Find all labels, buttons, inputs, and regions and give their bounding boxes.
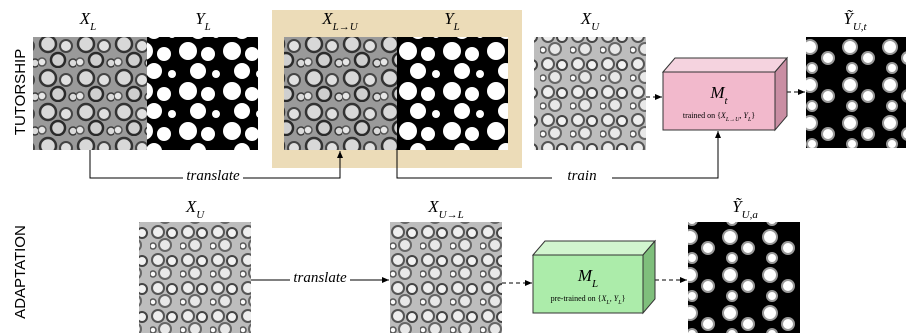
caption-part: pre-trained on { [551,294,602,303]
subscript: L [453,21,460,33]
image [534,37,646,150]
caption-part: } [751,111,755,120]
subscript: L→U [332,21,359,33]
image-label: ỸU,t [843,9,867,33]
image-label: XL [79,9,97,33]
symbol: X [580,9,592,28]
image [147,37,258,150]
symbol: X [79,9,91,28]
subscript: U,t [853,21,868,33]
subscript: U,a [742,209,759,221]
image [390,222,502,333]
symbol: X [185,197,197,216]
subscript: L [591,278,598,290]
image-label: ỸU,a [732,197,758,221]
caption-sub: L→U [725,117,740,123]
box-top [663,58,787,72]
subscript: U [196,209,205,221]
subscript: U [591,21,600,33]
symbol: X [427,197,439,216]
row-label: TUTORSHIP [12,49,29,135]
subscript: L [89,21,96,33]
image-label: YL [195,9,211,33]
image [806,37,906,148]
image [397,37,508,150]
image [688,222,800,333]
box-top [533,241,655,255]
figure: TUTORSHIPADAPTATIONXLYLXL→UYLXUỸU,tMttra… [0,0,907,335]
image [284,37,397,150]
image [33,37,147,150]
symbol: M [709,83,725,102]
subscript: L [204,21,211,33]
image-label: XU [185,197,205,221]
subscript: U→L [439,209,464,221]
image [139,222,251,333]
image-label: XU→L [427,197,463,221]
arrow-label: translate [293,270,347,286]
arrow-label: translate [186,168,240,184]
symbol: M [577,266,593,285]
arrow-label: train [567,168,596,184]
image-label: XU [580,9,600,33]
row-label: ADAPTATION [12,225,29,319]
caption-part: } [622,294,626,303]
caption-part: trained on { [683,111,721,120]
symbol: X [321,9,333,28]
